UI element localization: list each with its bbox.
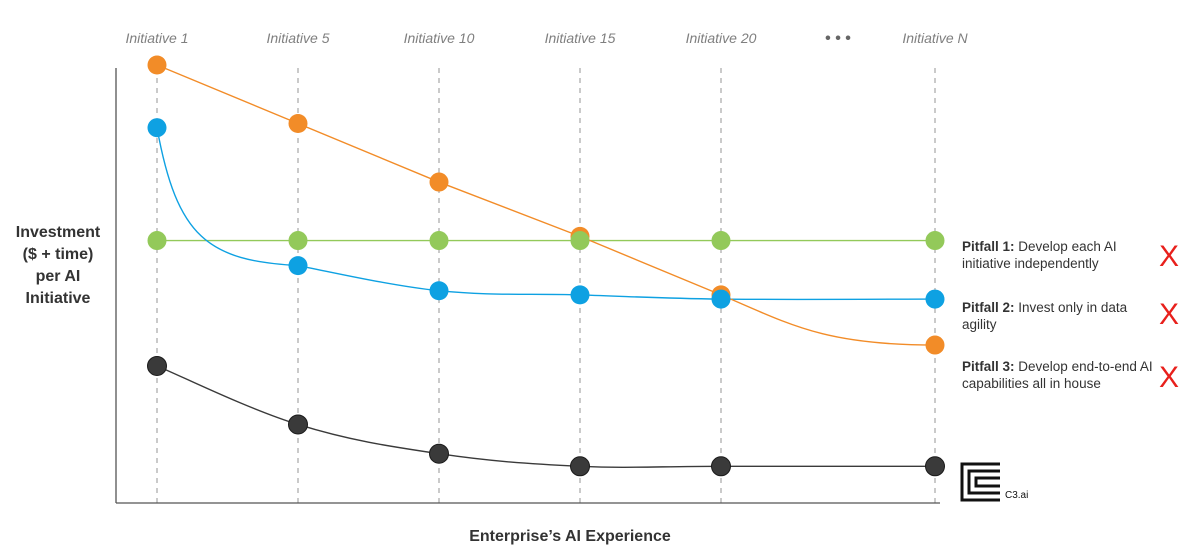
data-point-pitfall2	[925, 289, 945, 309]
data-point-pitfall3	[429, 172, 449, 192]
data-point-c3ai	[570, 456, 590, 477]
data-point-pitfall1	[429, 231, 449, 251]
pitfall-3-label: Pitfall 3: Develop end-to-end AI capabil…	[962, 358, 1157, 392]
data-point-c3ai	[711, 456, 731, 477]
data-point-pitfall3	[288, 114, 308, 134]
series-lines	[156, 64, 936, 468]
pitfall-3-text: Develop end-to-end AI capabilities all i…	[962, 359, 1153, 391]
data-point-pitfall3	[925, 335, 945, 355]
data-point-c3ai	[925, 456, 945, 477]
data-point-pitfall1	[570, 231, 590, 251]
pitfall-1-text: Develop each AI initiative independently	[962, 239, 1117, 271]
data-point-pitfall3	[147, 55, 167, 75]
y-axis-label-line: Investment	[15, 224, 101, 241]
x-axis-label: Enterprise’s AI Experience	[469, 528, 671, 545]
series-line-pitfall3	[156, 64, 936, 346]
y-axis-label: Investment ($ + time) per AI Initiative	[0, 222, 116, 310]
gridlines	[156, 68, 936, 503]
data-point-pitfall2	[147, 118, 167, 138]
category-labels: Initiative 1 Initiative 5 Initiative 10 Ini…	[125, 30, 968, 47]
pitfall-1-title: Pitfall 1:	[962, 239, 1015, 254]
data-points	[147, 55, 945, 477]
pitfall-2-text: Invest only in data agility	[962, 300, 1128, 332]
x-tick-label: • • •	[825, 30, 851, 47]
y-axis-label-line: ($ + time)	[22, 246, 94, 263]
y-axis-label-line: Initiative	[25, 290, 91, 307]
data-point-c3ai	[288, 414, 308, 435]
x-tick-label: Initiative 1	[125, 30, 188, 46]
series-line-pitfall2	[156, 127, 936, 301]
data-point-pitfall1	[925, 231, 945, 251]
x-tick-label: Initiative 15	[545, 30, 616, 46]
data-point-pitfall2	[711, 289, 731, 309]
y-axis-label-line: per AI	[35, 268, 81, 285]
data-point-pitfall1	[147, 231, 167, 251]
c3ai-logo-icon	[960, 462, 1000, 502]
data-point-pitfall2	[429, 281, 449, 301]
x-tick-label: Initiative 10	[404, 30, 475, 46]
pitfall-2-label: Pitfall 2: Invest only in data agility	[962, 299, 1157, 333]
data-point-pitfall1	[288, 231, 308, 251]
x-tick-label: Initiative 20	[686, 30, 757, 46]
data-point-c3ai	[429, 443, 449, 464]
pitfall-2-x-icon: X	[1159, 298, 1180, 331]
axes	[115, 68, 940, 504]
x-tick-label: Initiative 5	[266, 30, 329, 46]
pitfall-1-label: Pitfall 1: Develop each AI initiative in…	[962, 238, 1157, 272]
pitfall-2-title: Pitfall 2:	[962, 300, 1015, 315]
data-point-pitfall2	[570, 285, 590, 305]
pitfall-3-x-icon: X	[1159, 361, 1180, 394]
data-point-pitfall2	[288, 256, 308, 276]
pitfall-3-title: Pitfall 3:	[962, 359, 1015, 374]
data-point-c3ai	[147, 355, 167, 376]
x-tick-label: Initiative N	[902, 30, 968, 46]
c3ai-logo-text: C3.ai	[1005, 490, 1029, 501]
pitfall-1-x-icon: X	[1159, 240, 1180, 273]
series-line-c3ai	[156, 365, 935, 468]
data-point-pitfall1	[711, 231, 731, 251]
